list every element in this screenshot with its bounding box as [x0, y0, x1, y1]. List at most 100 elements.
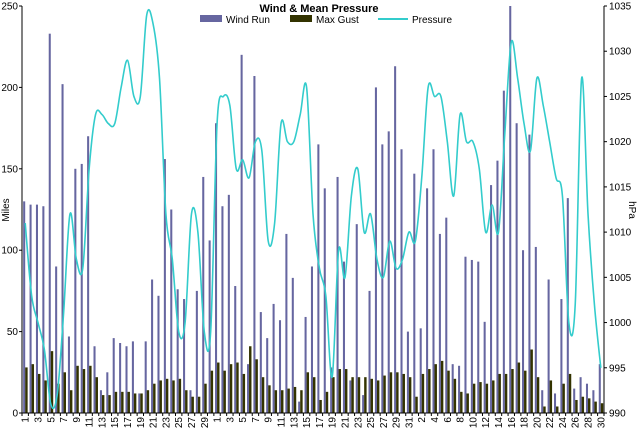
- x-tick-label: 23: [353, 417, 364, 429]
- max-gust-bar: [453, 378, 457, 413]
- y2-tick-label: 1020: [609, 137, 632, 148]
- max-gust-bar: [498, 373, 501, 413]
- wind-run-bar: [278, 320, 282, 413]
- max-gust-bar: [242, 373, 246, 413]
- max-gust-bar: [197, 396, 201, 413]
- max-gust-bar: [338, 369, 342, 413]
- wind-run-bars: [23, 6, 601, 414]
- x-tick-label: 25: [174, 417, 185, 429]
- wind-run-bar: [310, 266, 313, 413]
- max-gust-bar: [415, 396, 418, 413]
- wind-run-bar: [119, 343, 122, 413]
- x-tick-label: 3: [225, 417, 236, 423]
- max-gust-bar: [281, 390, 284, 413]
- wind-run-bar: [541, 390, 544, 413]
- x-tick-label: 29: [200, 417, 211, 429]
- y2-axis-label: hPa: [626, 201, 637, 219]
- max-gust-bar: [402, 373, 405, 413]
- wind-run-bar: [304, 316, 307, 413]
- wind-run-bar: [138, 393, 141, 413]
- max-gust-bar: [517, 362, 521, 413]
- max-gust-bar: [274, 390, 278, 413]
- max-gust-bar: [562, 383, 565, 413]
- max-gust-bar: [306, 372, 310, 413]
- max-gust-bar: [50, 351, 54, 413]
- wind-run-bar: [483, 321, 486, 413]
- max-gust-bar: [319, 399, 322, 413]
- x-tick-label: 29: [392, 417, 403, 429]
- max-gust-bar: [89, 365, 92, 413]
- max-gust-bar: [159, 380, 162, 413]
- max-gust-bar: [351, 377, 354, 413]
- wind-run-bar: [61, 84, 64, 413]
- max-gust-bar: [376, 380, 380, 413]
- wind-run-bar: [48, 33, 51, 414]
- x-tick-label: 16: [507, 417, 518, 429]
- wind-run-bar: [560, 299, 563, 413]
- max-gust-bar: [57, 383, 60, 413]
- max-gust-bar: [108, 395, 111, 413]
- max-gust-bar: [255, 359, 258, 413]
- max-gust-bar: [543, 406, 546, 413]
- max-gust-bar: [172, 380, 175, 413]
- max-gust-bar: [325, 391, 329, 413]
- wind-run-bar: [80, 163, 83, 413]
- max-gust-bar: [332, 377, 335, 413]
- x-tick-label: 27: [187, 417, 198, 429]
- legend-label: Max Gust: [316, 15, 359, 26]
- max-gust-bar: [287, 388, 290, 413]
- wind-run-bar: [247, 364, 250, 413]
- x-tick-label: 11: [85, 417, 96, 428]
- max-gust-bar: [25, 367, 28, 413]
- x-tick-label: 2: [417, 417, 428, 423]
- wind-run-bar: [349, 380, 352, 413]
- chart-legend: Wind Run Max Gust Pressure: [200, 15, 452, 26]
- wind-run-bar: [387, 131, 390, 414]
- wind-run-bar: [438, 233, 441, 413]
- y-tick-label: 150: [1, 164, 18, 175]
- y2-tick-label: 1010: [609, 228, 632, 239]
- max-gust-bar: [524, 370, 527, 413]
- wind-run-bar: [573, 388, 576, 413]
- max-gust-bar: [440, 360, 444, 413]
- max-gust-bar: [191, 396, 194, 413]
- max-gust-bar: [568, 373, 572, 413]
- x-tick-label: 11: [277, 417, 288, 428]
- max-gust-bar: [588, 398, 591, 413]
- legend-label: Wind Run: [226, 15, 270, 26]
- max-gust-bar: [76, 365, 79, 413]
- wind-run-bar: [157, 295, 160, 413]
- wind-run-bar: [317, 144, 320, 413]
- wind-run-bar: [272, 303, 275, 413]
- max-gust-bar: [204, 383, 207, 413]
- max-gust-bar: [600, 403, 604, 413]
- max-gust-bar: [293, 386, 297, 413]
- x-tick-label: 27: [379, 417, 390, 429]
- x-tick-label: 10: [468, 417, 479, 429]
- x-tick-label: 1: [21, 417, 32, 423]
- max-gust-bar: [421, 373, 425, 413]
- wind-run-bar: [585, 383, 589, 413]
- max-gust-bar: [447, 370, 450, 413]
- max-gust-bar: [223, 370, 226, 413]
- wind-run-bar: [74, 168, 77, 413]
- max-gust-bar: [63, 372, 66, 413]
- x-tick-label: 9: [264, 417, 275, 423]
- wind-run-bar: [406, 331, 409, 413]
- y2-tick-label: 995: [609, 363, 626, 374]
- wind-run-bar: [464, 256, 467, 413]
- wind-run-bar: [336, 176, 339, 413]
- wind-run-bar: [522, 250, 525, 413]
- wind-run-bar: [42, 206, 45, 413]
- max-gust-bar: [389, 372, 393, 413]
- max-gust-bar: [127, 391, 130, 413]
- wind-run-bar: [144, 341, 147, 413]
- max-gust-bar: [434, 364, 437, 413]
- x-tick-label: 28: [584, 417, 595, 429]
- max-gust-bar: [217, 362, 220, 413]
- max-gust-bar: [95, 377, 98, 413]
- wind-run-bar: [381, 144, 384, 413]
- max-gust-bar: [357, 377, 361, 413]
- x-tick-label: 17: [315, 417, 326, 429]
- max-gust-bar: [370, 378, 373, 413]
